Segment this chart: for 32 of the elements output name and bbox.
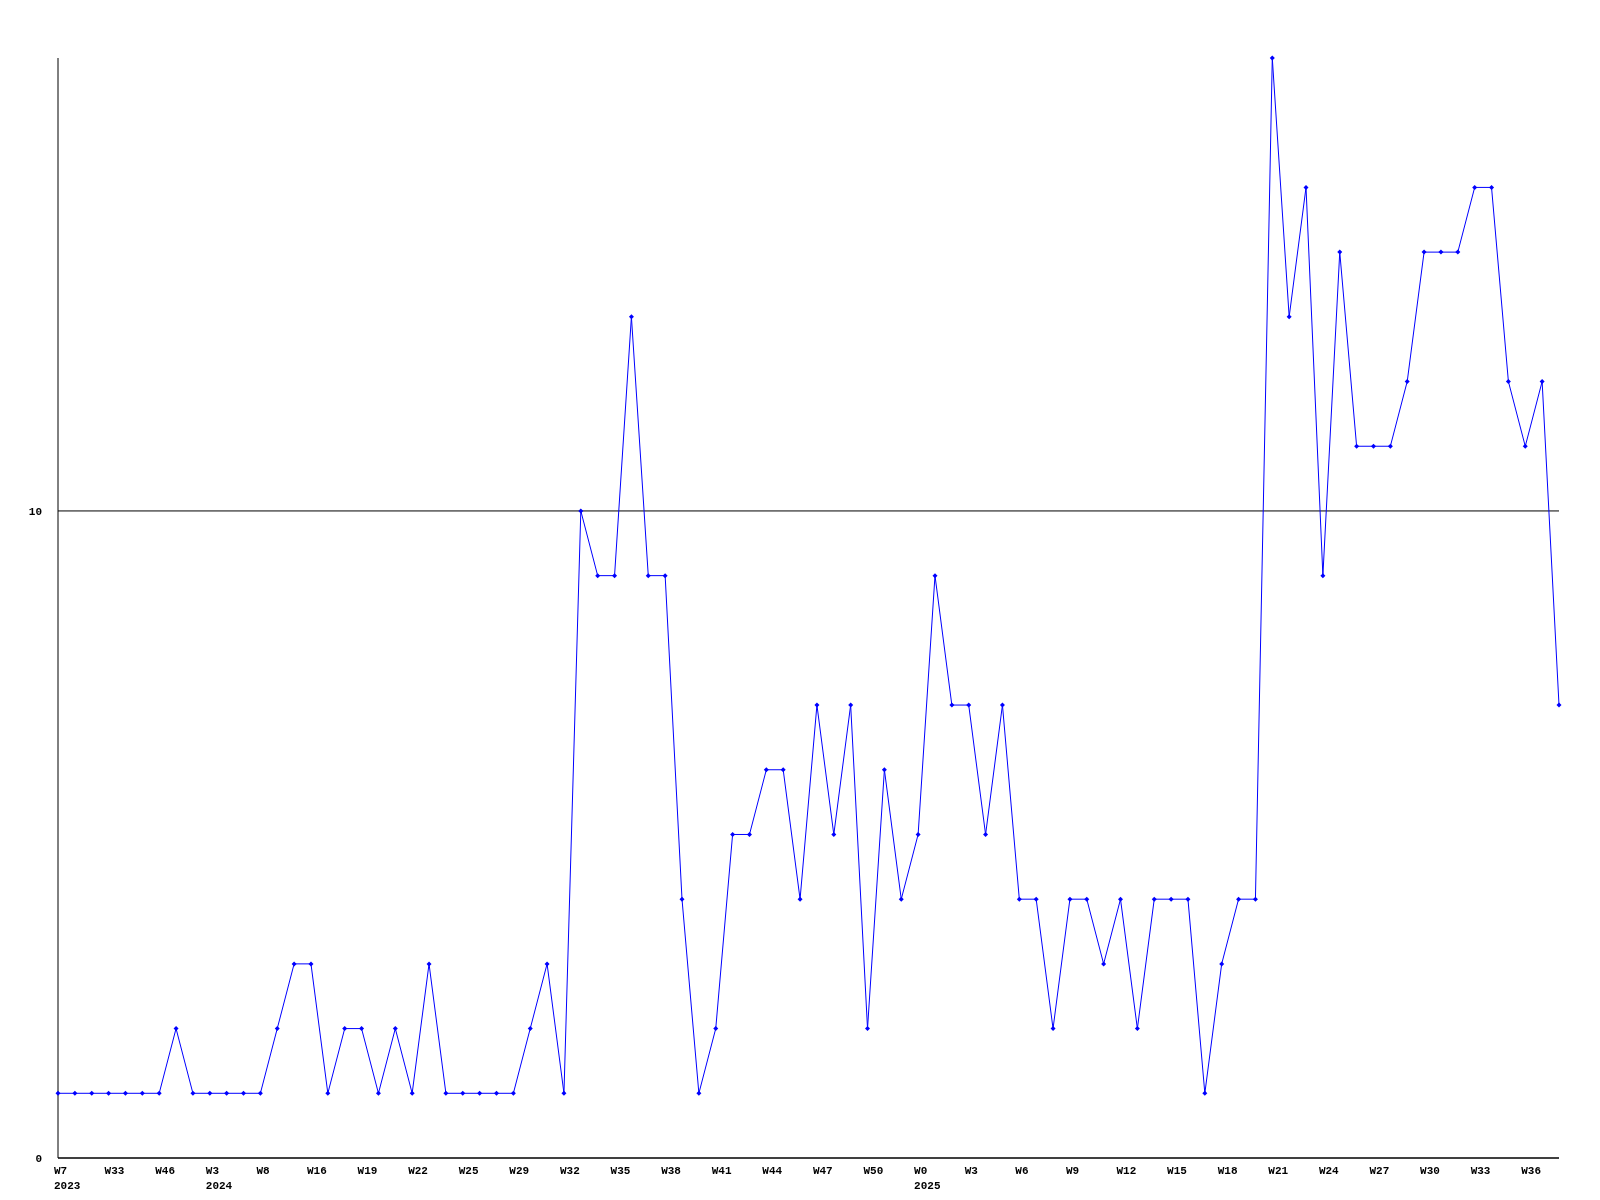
x-tick-label: W33 bbox=[104, 1165, 125, 1177]
x-tick-label: W38 bbox=[661, 1165, 682, 1177]
x-tick-label: W33 bbox=[1470, 1165, 1491, 1177]
x-tick-label: W50 bbox=[863, 1165, 884, 1177]
x-tick-label: W46 bbox=[155, 1165, 175, 1177]
x-tick-label: W6 bbox=[1015, 1165, 1029, 1177]
x-tick-label: W44 bbox=[762, 1165, 783, 1177]
x-tick-label: W21 bbox=[1268, 1165, 1289, 1177]
x-tick-label: W9 bbox=[1065, 1165, 1080, 1177]
x-tick-label: W22 bbox=[408, 1165, 428, 1177]
x-tick-label: W3 2024 bbox=[205, 1165, 233, 1192]
x-tick-label: W41 bbox=[711, 1165, 732, 1177]
x-tick-label: W47 bbox=[812, 1165, 833, 1177]
x-tick-label: W7 2023 bbox=[54, 1165, 81, 1192]
x-tick-label: W25 bbox=[458, 1165, 479, 1177]
y-tick-label: 10 bbox=[28, 505, 42, 518]
x-tick-label: W30 bbox=[1420, 1165, 1440, 1177]
x-tick-label: W15 bbox=[1167, 1165, 1188, 1177]
x-tick-label: W0 2025 bbox=[914, 1165, 941, 1192]
x-tick-label: W35 bbox=[610, 1165, 631, 1177]
x-tick-label: W29 bbox=[509, 1165, 530, 1177]
x-tick-label: W36 bbox=[1521, 1165, 1542, 1177]
x-tick-label: W24 bbox=[1318, 1165, 1340, 1177]
x-tick-label: W16 bbox=[306, 1165, 327, 1177]
x-tick-label: W8 bbox=[256, 1165, 270, 1177]
x-tick-label: W32 bbox=[559, 1165, 580, 1177]
x-tick-label: W18 bbox=[1217, 1165, 1238, 1177]
y-tick-label: 0 bbox=[35, 1152, 42, 1165]
x-tick-label: W12 bbox=[1116, 1165, 1137, 1177]
x-tick-label: W19 bbox=[357, 1165, 378, 1177]
x-tick-label: W27 bbox=[1369, 1165, 1390, 1177]
x-tick-label: W3 bbox=[964, 1165, 979, 1177]
